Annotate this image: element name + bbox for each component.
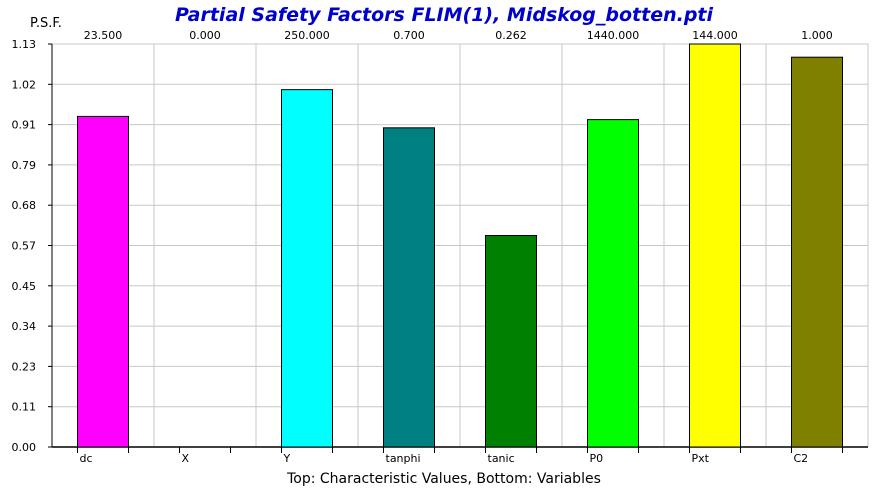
top-value-label: 250.000 xyxy=(284,29,330,42)
x-axis-title: Top: Characteristic Values, Bottom: Vari… xyxy=(287,471,601,487)
y-tick-label: 0.11 xyxy=(12,401,37,414)
bar-tanphi xyxy=(383,127,435,448)
y-tick-label: 0.34 xyxy=(12,320,37,333)
y-tick-label: 1.13 xyxy=(12,38,37,51)
x-category-label: tanphi xyxy=(386,452,421,465)
bar-Y xyxy=(281,89,333,448)
x-category-label: dc xyxy=(80,452,93,465)
y-tick-label: 0.79 xyxy=(12,159,37,172)
bar-C2 xyxy=(791,56,843,448)
y-tick-label: 0.23 xyxy=(12,360,37,373)
y-tick-label: 0.57 xyxy=(12,240,37,253)
x-category-label: Y xyxy=(283,452,291,465)
top-value-label: 1440.000 xyxy=(587,29,640,42)
top-value-label: 0.000 xyxy=(189,29,221,42)
bar-tanic xyxy=(485,235,537,448)
bar-dc xyxy=(77,115,129,448)
top-value-label: 0.700 xyxy=(393,29,425,42)
y-tick-label: 0.91 xyxy=(12,119,37,132)
top-value-label: 0.262 xyxy=(495,29,527,42)
y-tick-label: 0.68 xyxy=(12,199,37,212)
top-value-label: 144.000 xyxy=(692,29,738,42)
top-value-label: 23.500 xyxy=(84,29,123,42)
x-category-label: X xyxy=(182,452,190,465)
x-category-label: Pxt xyxy=(692,452,710,465)
y-tick-label: 0.00 xyxy=(12,441,37,454)
chart-title: Partial Safety Factors FLIM(1), Midskog_… xyxy=(174,4,714,26)
y-axis-title: P.S.F. xyxy=(30,16,62,31)
top-value-label: 1.000 xyxy=(801,29,833,42)
x-category-label: tanic xyxy=(488,452,515,465)
y-tick-label: 0.45 xyxy=(12,280,37,293)
x-category-label: P0 xyxy=(590,452,604,465)
bar-P0 xyxy=(587,119,639,448)
x-category-label: C2 xyxy=(794,452,809,465)
y-tick-label: 1.02 xyxy=(12,78,37,91)
bar-Pxt xyxy=(689,43,741,448)
